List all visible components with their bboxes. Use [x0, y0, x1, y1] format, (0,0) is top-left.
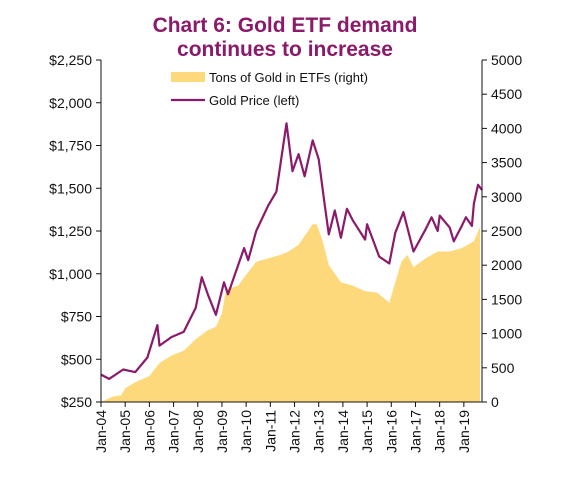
left-y-tick-label: $250	[61, 394, 92, 410]
left-y-tick-label: $2,000	[49, 95, 92, 111]
right-y-tick-label: 1000	[491, 326, 522, 342]
x-tick-label: Jan-05	[117, 410, 133, 453]
x-tick-label: Jan-16	[383, 410, 399, 453]
legend-etf-label: Tons of Gold in ETFs (right)	[209, 70, 368, 85]
left-y-tick-label: $1,000	[49, 266, 92, 282]
chart-title-line-1: Chart 6: Gold ETF demand	[152, 14, 418, 37]
x-tick-label: Jan-09	[214, 410, 230, 453]
x-tick-label: Jan-19	[456, 410, 472, 453]
chart-title-line-2: continues to increase	[177, 38, 393, 61]
left-y-tick-label: $1,750	[49, 138, 92, 154]
left-y-tick-label: $500	[61, 351, 92, 367]
legend-etf-swatch	[171, 72, 205, 82]
x-tick-label: Jan-08	[190, 410, 206, 453]
right-y-tick-label: 2000	[491, 257, 522, 273]
axes: $250 $500 $750 $1,000 $1,250 $1,500 $1,750 $2,0…	[49, 52, 522, 453]
gold-price-line	[100, 122, 483, 380]
right-y-tick-label: 500	[491, 360, 515, 376]
x-tick-label: Jan-04	[93, 410, 109, 453]
legend-gold-label: Gold Price (left)	[209, 93, 299, 108]
x-tick-label: Jan-06	[141, 410, 157, 453]
x-tick-label: Jan-15	[359, 410, 375, 453]
etf-tons-area	[101, 224, 480, 402]
left-y-tick-label: $750	[61, 309, 92, 325]
left-y-tick-label: $2,250	[49, 52, 92, 68]
left-y-tick-label: $1,250	[49, 223, 92, 239]
left-y-tick-label: $1,500	[49, 180, 92, 196]
x-tick-label: Jan-12	[287, 410, 303, 453]
x-tick-label: Jan-18	[432, 410, 448, 453]
right-y-tick-label: 0	[491, 394, 499, 410]
x-tick-label: Jan-13	[311, 410, 327, 453]
right-y-tick-label: 1500	[491, 291, 522, 307]
x-tick-label: Jan-10	[238, 410, 254, 453]
legend: Tons of Gold in ETFs (right) Gold Price (…	[171, 70, 368, 108]
chart-title: Chart 6: Gold ETF demand continues to in…	[100, 14, 470, 62]
plot-area	[100, 122, 483, 402]
right-y-tick-label: 3500	[491, 155, 522, 171]
right-y-tick-label: 3000	[491, 189, 522, 205]
x-tick-label: Jan-17	[407, 410, 423, 453]
x-tick-label: Jan-14	[335, 410, 351, 453]
x-tick-label: Jan-07	[166, 410, 182, 453]
right-y-tick-label: 2500	[491, 223, 522, 239]
right-y-tick-label: 5000	[491, 52, 522, 68]
x-tick-label: Jan-11	[262, 410, 278, 452]
right-y-tick-label: 4500	[491, 86, 522, 102]
right-y-tick-label: 4000	[491, 120, 522, 136]
